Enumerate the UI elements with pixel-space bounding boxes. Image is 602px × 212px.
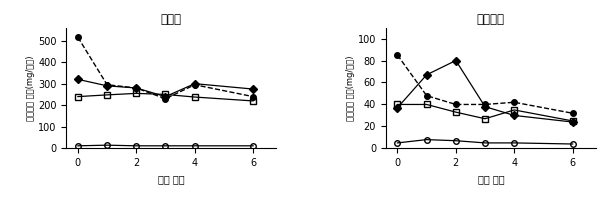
Legend: 제품 가, 제품 나, 제품 다, 제품 라: 제품 가, 제품 나, 제품 다, 제품 라 bbox=[400, 208, 582, 212]
Y-axis label: 엠펀트린 함량(mg/제품): 엠펀트린 함량(mg/제품) bbox=[26, 55, 36, 121]
X-axis label: 휘산 개월: 휘산 개월 bbox=[477, 174, 504, 184]
Title: 옷장용: 옷장용 bbox=[161, 13, 182, 26]
Legend: 제품 가, 제품 나, 제품 다, 제품 라: 제품 가, 제품 나, 제품 다, 제품 라 bbox=[80, 208, 262, 212]
X-axis label: 휘산 개월: 휘산 개월 bbox=[158, 174, 185, 184]
Title: 서랍장용: 서랍장용 bbox=[477, 13, 505, 26]
Y-axis label: 엠펀트린 함량(mg/제품): 엠펀트린 함량(mg/제품) bbox=[346, 55, 355, 121]
